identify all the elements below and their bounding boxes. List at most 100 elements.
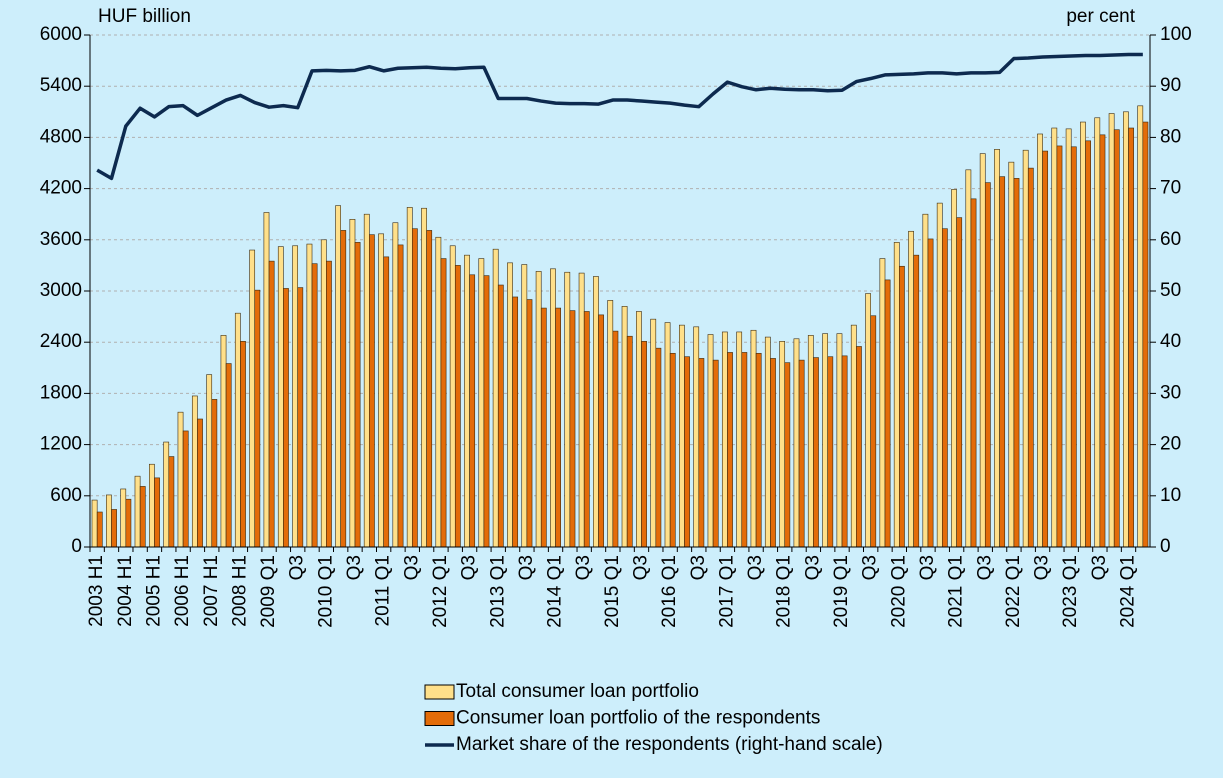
bar	[1022, 149, 1029, 548]
bar	[240, 341, 246, 548]
y-tick-label: 5400	[40, 75, 82, 96]
x-tick-label: 2008 H1	[229, 555, 250, 627]
bar	[1008, 161, 1015, 548]
bar	[893, 242, 900, 548]
bar	[1013, 178, 1020, 548]
bar	[856, 346, 862, 548]
x-tick-label: 2004 H1	[115, 555, 136, 627]
bar	[1099, 134, 1106, 548]
bar	[335, 205, 341, 548]
bar	[154, 477, 160, 548]
bar	[168, 456, 175, 548]
bar	[268, 260, 275, 548]
x-tick-label: Q3	[573, 555, 594, 580]
x-tick-label: 2010 Q1	[315, 555, 336, 628]
x-tick-label: Q3	[459, 555, 480, 580]
bar	[292, 245, 299, 548]
y-tick-label: 3600	[40, 229, 82, 250]
bar	[249, 249, 256, 548]
bar	[1113, 129, 1120, 548]
x-tick-label: Q3	[745, 555, 766, 580]
bar	[1123, 111, 1129, 548]
bar	[449, 245, 456, 548]
bar	[440, 258, 447, 548]
bar	[111, 509, 117, 548]
bar	[225, 363, 232, 548]
bar	[836, 333, 843, 548]
legend-swatch	[424, 684, 455, 700]
bar	[636, 311, 642, 548]
bar	[870, 315, 877, 548]
bar	[512, 296, 519, 548]
bar	[421, 207, 427, 548]
bar	[378, 233, 384, 548]
bar	[779, 341, 786, 548]
bar	[913, 254, 920, 548]
bar	[535, 271, 542, 548]
y2-axis-label: per cent	[1066, 6, 1135, 27]
bar	[497, 284, 504, 548]
bar	[426, 230, 433, 548]
bar	[363, 213, 370, 548]
bar	[813, 357, 819, 548]
bar	[134, 475, 141, 548]
bar	[664, 322, 671, 548]
bar	[297, 287, 304, 548]
bar	[621, 306, 628, 548]
bar	[693, 326, 700, 548]
bar	[125, 498, 132, 548]
y-tick-label: 4800	[40, 126, 82, 147]
x-tick-label: Q3	[287, 555, 308, 580]
bar	[736, 331, 743, 548]
y-tick-label: 2400	[40, 331, 82, 352]
y2-tick-label: 80	[1160, 126, 1181, 147]
bar	[177, 411, 184, 548]
y2-tick-label: 10	[1160, 485, 1181, 506]
bar	[922, 213, 929, 548]
bar	[211, 399, 218, 548]
bar	[120, 488, 127, 548]
bar	[96, 511, 103, 548]
bar	[340, 230, 347, 548]
bar	[941, 228, 948, 548]
y2-tick-label: 20	[1160, 434, 1181, 455]
x-tick-label: 2007 H1	[201, 555, 222, 627]
bar	[521, 264, 528, 548]
x-tick-label: 2003 H1	[86, 555, 107, 627]
bar	[956, 217, 963, 548]
line	[96, 52, 1143, 181]
x-tick-label: 2016 Q1	[659, 555, 680, 628]
bar	[454, 265, 461, 548]
bar	[234, 312, 241, 548]
bar	[684, 356, 690, 548]
x-tick-label: Q3	[631, 555, 652, 580]
bar	[1070, 146, 1077, 548]
bar	[106, 494, 112, 548]
bar	[1027, 167, 1034, 548]
bar	[899, 265, 905, 548]
bar	[741, 352, 748, 548]
y-tick-label: 4200	[40, 178, 82, 199]
x-tick-label: Q3	[401, 555, 422, 580]
bar	[1051, 127, 1058, 548]
bar	[970, 198, 977, 548]
bar	[927, 238, 934, 548]
bar	[999, 176, 1006, 548]
x-tick-label: 2022 Q1	[1003, 555, 1024, 628]
x-tick-label: 2019 Q1	[831, 555, 852, 628]
y-tick-label: 600	[50, 485, 82, 506]
legend-label: Market share of the respondents (right-h…	[456, 734, 883, 755]
bar	[326, 260, 332, 548]
bar	[1128, 127, 1134, 548]
bar	[793, 338, 800, 548]
bar	[569, 310, 576, 548]
y2-tick-label: 40	[1160, 331, 1181, 352]
bar	[698, 358, 705, 548]
y-tick-label: 1800	[40, 382, 82, 403]
x-tick-label: Q3	[1032, 555, 1053, 580]
bar	[770, 358, 776, 548]
bar	[320, 239, 327, 548]
bar	[1037, 133, 1043, 548]
x-tick-label: Q3	[688, 555, 709, 580]
